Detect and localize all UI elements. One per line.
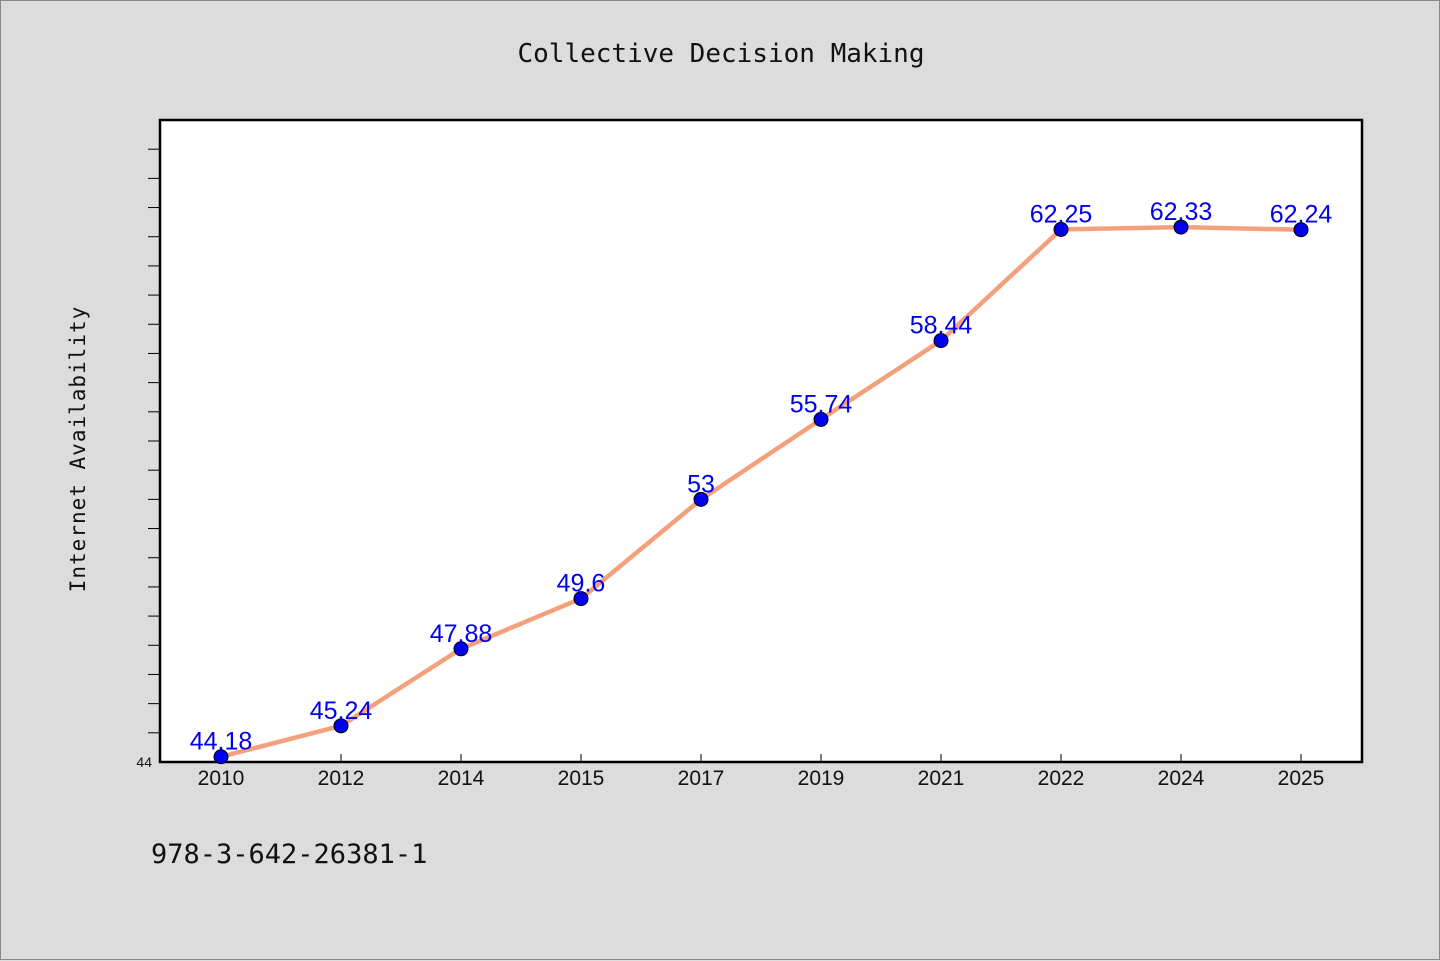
series-line [220,224,1302,759]
data-label: 62.25 [1030,200,1093,228]
data-label: 53 [687,470,715,498]
x-tick-label: 2010 [198,767,245,790]
data-point [1173,219,1189,235]
x-axis: 2010 2012 2014 2015 2017 2019 2021 2022 2024 2025 [198,754,1325,790]
x-tick-label: 2024 [1158,767,1205,790]
data-point [453,641,469,657]
y-axis: 44 [136,148,160,770]
data-label: 49.6 [557,570,606,598]
data-label: 58.44 [910,312,973,340]
data-point [933,333,949,349]
x-tick-label: 2014 [438,767,485,790]
data-label: 47.88 [430,620,493,648]
x-tick-label: 2021 [918,767,965,790]
data-point [1293,222,1309,238]
x-tick-label: 2019 [798,767,845,790]
data-point [813,411,829,427]
y-axis-label: Internet Availability [66,306,90,593]
y-tick-label: 44 [136,754,152,770]
x-tick-label: 2017 [678,767,725,790]
footer-isbn: 978-3-642-26381-1 [151,839,427,870]
data-label: 62.33 [1150,198,1213,226]
data-label: 55.74 [790,390,853,418]
data-label: 45.24 [310,697,373,725]
x-tick-label: 2025 [1278,767,1325,790]
chart-title: Collective Decision Making [518,39,925,69]
series-line-group: 44.18 45.24 47.88 49.6 53 55.74 58.44 62.25 62.3… [190,198,1333,765]
x-tick-label: 2012 [318,767,365,790]
data-point [213,749,229,765]
data-point [573,591,589,607]
data-label: 62.24 [1270,201,1333,229]
x-tick-label: 2022 [1038,767,1085,790]
data-label: 44.18 [190,728,253,756]
data-point [1053,221,1069,237]
data-point [333,718,349,734]
data-point [693,491,709,507]
x-tick-label: 2015 [558,767,605,790]
